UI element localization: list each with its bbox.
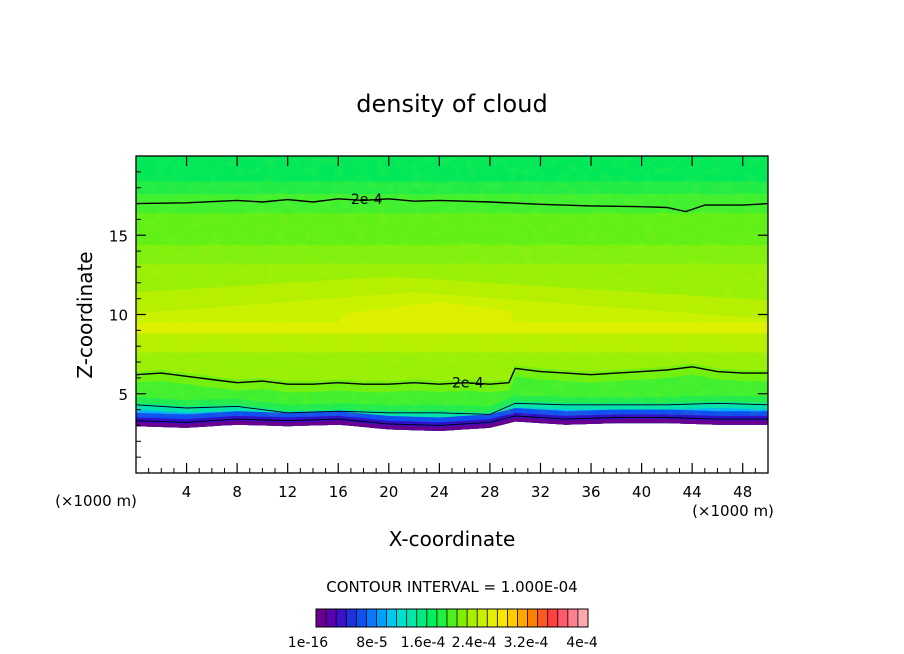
- chart-title: density of cloud: [356, 90, 547, 118]
- x-tick-label: 44: [683, 483, 702, 501]
- colorbar-label: 3.2e-4: [504, 635, 549, 651]
- colorbar-swatch: [386, 609, 397, 627]
- colorbar-swatch: [547, 609, 559, 627]
- colorbar-swatch: [446, 609, 458, 627]
- colorbar-swatch: [346, 609, 357, 627]
- colorbar-swatch: [577, 609, 589, 627]
- colorbar-swatch: [416, 609, 428, 627]
- colorbar-swatch: [316, 609, 327, 627]
- colorbar-swatch: [356, 609, 367, 627]
- x-tick-label: 32: [531, 483, 550, 501]
- x-tick-label: 8: [232, 483, 242, 501]
- colorbar-swatch: [517, 609, 528, 627]
- x-tick-label: 20: [379, 483, 398, 501]
- colorbar-swatch: [557, 609, 569, 627]
- colorbar-label: 8e-5: [356, 635, 387, 651]
- x-tick-label: 28: [480, 483, 499, 501]
- x-tick-label: 24: [430, 483, 449, 501]
- colorbar-swatch: [567, 609, 579, 627]
- x-axis-unit-left: (×1000 m): [55, 492, 137, 510]
- colorbar-swatch: [376, 609, 387, 627]
- colorbar-labels: 1e-16 8e-5 1.6e-4 2.4e-4 3.2e-4 4e-4: [288, 635, 598, 651]
- colorbar-swatch: [326, 609, 337, 627]
- contour-line: [136, 198, 768, 213]
- field-texture: [136, 156, 768, 416]
- colorbar: [315, 608, 589, 628]
- colorbar-swatch: [436, 609, 448, 627]
- x-tick-label: 12: [278, 483, 297, 501]
- x-axis-label: X-coordinate: [389, 527, 516, 551]
- x-tick-label: 40: [632, 483, 651, 501]
- contour-label: 2e-4: [452, 376, 484, 392]
- x-tick-label: 4: [182, 483, 192, 501]
- colorbar-swatch: [406, 609, 418, 627]
- colorbar-swatch: [396, 609, 408, 627]
- contour-line: [136, 415, 768, 426]
- y-tick-label: 10: [109, 307, 128, 325]
- x-tick-label: 36: [581, 483, 600, 501]
- x-tick-label: 16: [329, 483, 348, 501]
- colorbar-swatch: [336, 609, 347, 627]
- x-axis-ticks: 4 8 12 16 20 24 28 32 36 40 44 48: [148, 156, 756, 501]
- y-tick-label: 5: [118, 386, 128, 404]
- colorbar-swatch: [366, 609, 377, 627]
- colorbar-swatch: [487, 609, 498, 627]
- colorbar-frame: [315, 608, 589, 628]
- y-tick-label: 15: [109, 227, 128, 245]
- colorbar-swatch: [457, 609, 468, 627]
- colorbar-label: 1.6e-4: [401, 635, 446, 651]
- contour-interval-text: CONTOUR INTERVAL = 1.000E-04: [326, 578, 577, 596]
- colorbar-label: 4e-4: [566, 635, 598, 651]
- density-band: [136, 417, 768, 431]
- x-axis-unit-right: (×1000 m): [692, 502, 774, 520]
- colorbar-swatch: [527, 609, 539, 627]
- colorbar-swatch: [537, 609, 549, 627]
- contour-label: 2e-4: [351, 192, 383, 208]
- colorbar-swatch: [426, 609, 438, 627]
- colorbar-swatch: [507, 609, 518, 627]
- colorbar-label: 1e-16: [288, 635, 328, 651]
- y-axis-label: Z-coordinate: [73, 251, 97, 378]
- contour-line: [136, 366, 768, 385]
- colorbar-swatch: [477, 609, 488, 627]
- y-axis-ticks: 5 10 15: [109, 171, 768, 458]
- colorbar-swatch: [497, 609, 508, 627]
- contour-lines: 2e-4 2e-4: [136, 192, 768, 426]
- density-field: [136, 156, 768, 431]
- x-tick-label: 48: [733, 483, 752, 501]
- colorbar-label: 2.4e-4: [452, 635, 497, 651]
- contour-line: [136, 402, 768, 415]
- colorbar-swatch: [467, 609, 478, 627]
